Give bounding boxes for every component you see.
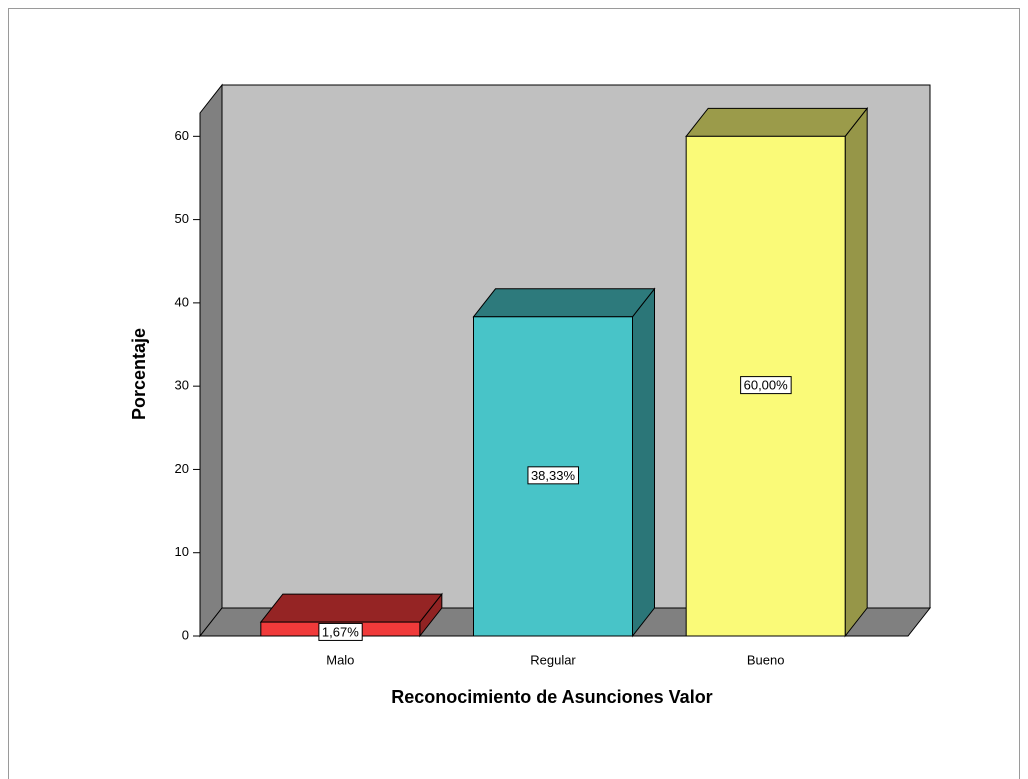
y-tick-label: 0	[182, 627, 189, 642]
bar-top	[685, 107, 869, 137]
y-tick-label: 50	[175, 211, 189, 226]
value-label-box	[740, 376, 792, 395]
x-tick-label: Regular	[530, 652, 576, 667]
x-axis-label: Reconocimiento de Asunciones Valor	[391, 687, 712, 707]
left-wall	[199, 83, 223, 638]
y-tick-label: 30	[175, 378, 189, 393]
x-tick-label: Malo	[326, 652, 354, 667]
value-label: 38,33%	[531, 468, 576, 483]
value-label: 1,67%	[322, 624, 359, 639]
bar-top	[259, 593, 443, 623]
value-label-box	[318, 622, 363, 641]
value-label-box	[527, 466, 579, 485]
y-tick-label: 20	[175, 461, 189, 476]
y-axis-label: Porcentaje	[129, 328, 149, 420]
bar-side	[844, 106, 868, 638]
y-tick-label: 60	[175, 128, 189, 143]
x-tick-label: Bueno	[747, 652, 785, 667]
bar-side	[632, 287, 655, 638]
y-tick-label: 10	[175, 544, 189, 559]
bar-top	[472, 288, 656, 318]
value-label: 60,00%	[744, 378, 789, 393]
y-tick-label: 40	[175, 294, 189, 309]
